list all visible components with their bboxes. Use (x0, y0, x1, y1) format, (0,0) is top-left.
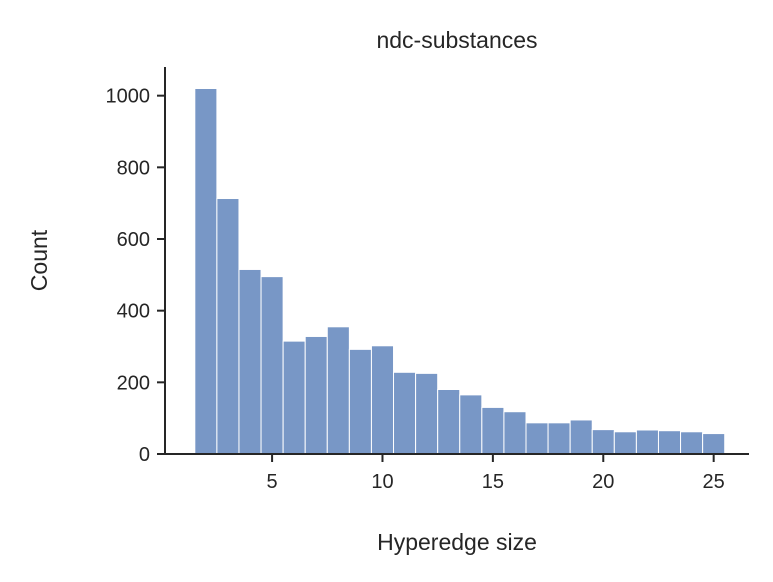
bar (680, 431, 704, 455)
bar (613, 431, 637, 455)
x-tick-label: 15 (482, 471, 504, 493)
y-tick-label: 0 (139, 444, 150, 466)
bar (260, 276, 284, 455)
bar (282, 340, 306, 455)
bar (481, 406, 505, 455)
y-axis-label: Count (26, 229, 52, 291)
bar (415, 372, 439, 455)
bar (702, 433, 726, 455)
bar (370, 345, 395, 455)
bar (238, 268, 262, 455)
bar (569, 419, 593, 455)
bars-group (194, 88, 726, 455)
bar (503, 411, 527, 455)
y-tick-label: 400 (117, 301, 150, 323)
x-tick-label: 20 (592, 471, 614, 493)
x-tick-label: 25 (703, 471, 725, 493)
bar (525, 422, 549, 455)
bar (591, 429, 615, 455)
y-tick-label: 600 (117, 229, 150, 251)
bar (657, 430, 682, 455)
x-tick-label: 10 (371, 471, 393, 493)
bar (437, 389, 461, 455)
bar (459, 394, 483, 455)
x-axis-label: Hyperedge size (377, 529, 537, 555)
bar (635, 429, 659, 455)
x-axis-ticks: 5 10 15 20 25 (267, 454, 725, 493)
bar (547, 422, 571, 455)
bar (194, 88, 218, 455)
x-tick-label: 5 (267, 471, 278, 493)
bar (348, 348, 372, 455)
bar (304, 335, 328, 455)
chart-title: ndc-substances (376, 27, 537, 53)
y-axis-ticks: 0 200 400 600 800 1000 (106, 86, 165, 466)
y-tick-label: 200 (117, 372, 150, 394)
bar (216, 198, 240, 455)
bar (393, 371, 417, 455)
bar (326, 326, 350, 455)
y-tick-label: 800 (117, 157, 150, 179)
y-tick-label: 1000 (106, 86, 151, 108)
